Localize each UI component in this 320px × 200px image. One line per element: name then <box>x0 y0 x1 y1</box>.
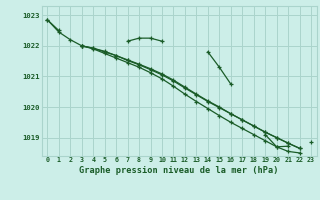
X-axis label: Graphe pression niveau de la mer (hPa): Graphe pression niveau de la mer (hPa) <box>79 166 279 175</box>
